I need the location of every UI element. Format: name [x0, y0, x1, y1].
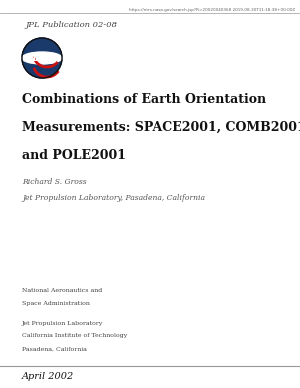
Text: NASA: NASA — [27, 53, 57, 63]
Text: April 2002: April 2002 — [22, 372, 74, 381]
Text: https://ntrs.nasa.gov/search.jsp?R=20020040368 2019-08-30T11:18:38+00:00Z: https://ntrs.nasa.gov/search.jsp?R=20020… — [129, 8, 295, 12]
Text: Pasadena, California: Pasadena, California — [22, 346, 87, 352]
Text: Measurements: SPACE2001, COMB2001,: Measurements: SPACE2001, COMB2001, — [22, 121, 300, 134]
Text: Space Administration: Space Administration — [22, 301, 90, 306]
Text: National Aeronautics and: National Aeronautics and — [22, 288, 102, 293]
Text: Jet Propulsion Laboratory, Pasadena, California: Jet Propulsion Laboratory, Pasadena, Cal… — [22, 194, 205, 202]
Circle shape — [22, 38, 62, 78]
Text: JPL Publication 02-08: JPL Publication 02-08 — [25, 21, 117, 29]
Text: California Institute of Technology: California Institute of Technology — [22, 334, 127, 338]
Text: Jet Propulsion Laboratory: Jet Propulsion Laboratory — [22, 320, 103, 326]
Ellipse shape — [22, 52, 62, 64]
Text: Richard S. Gross: Richard S. Gross — [22, 178, 87, 186]
Text: Combinations of Earth Orientation: Combinations of Earth Orientation — [22, 93, 266, 106]
Text: and POLE2001: and POLE2001 — [22, 149, 126, 162]
